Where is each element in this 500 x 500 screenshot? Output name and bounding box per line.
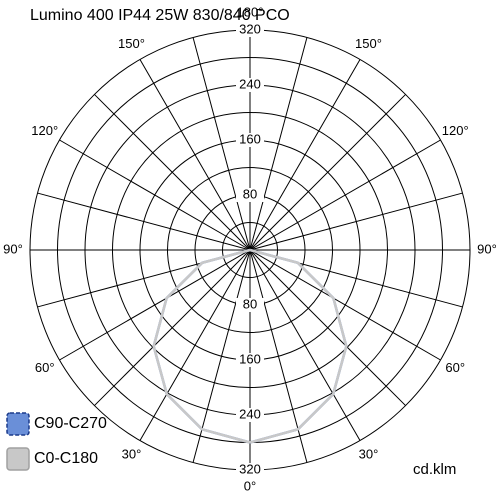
grid-spoke: [249, 192, 463, 251]
grid-spoke: [37, 192, 251, 251]
chart-title: Lumino 400 IP44 25W 830/840 PCO: [30, 7, 290, 24]
angle-tick-label: 90°: [3, 241, 23, 256]
r-tick-label: 320: [239, 21, 261, 36]
tick-label-bg: [236, 463, 264, 477]
r-tick-label: 80: [243, 296, 257, 311]
grid-spoke: [94, 94, 251, 251]
angle-tick-label: 150°: [118, 36, 145, 51]
angle-tick-label: 180°: [237, 4, 264, 19]
grid-spoke: [139, 59, 251, 251]
grid-spoke: [249, 249, 308, 463]
grid-spoke: [249, 94, 406, 251]
angle-tick-label: 120°: [31, 123, 58, 138]
curves: [152, 248, 348, 444]
legend: C90-C270 C0-C180: [6, 412, 107, 471]
unit-label: cd.klm: [413, 461, 456, 478]
angle-tick-label: 60°: [35, 360, 55, 375]
grid-spoke: [139, 249, 251, 441]
grid-spoke: [249, 249, 406, 406]
grid-spoke: [249, 37, 308, 251]
tick-label-bg: [236, 133, 264, 147]
legend-label: C0-C180: [34, 450, 98, 467]
series-curve: [249, 248, 348, 444]
legend-label: C90-C270: [34, 415, 107, 432]
series-curve: [152, 248, 251, 444]
tick-label-bg: [236, 298, 264, 312]
angle-tick-label: 150°: [355, 36, 382, 51]
angle-tick-label: 0°: [244, 478, 256, 493]
r-tick-label: 240: [239, 76, 261, 91]
grid-spoke: [249, 249, 441, 361]
angle-tick-label: 90°: [477, 241, 497, 256]
r-tick-label: 80: [243, 186, 257, 201]
legend-swatch: [6, 447, 30, 471]
tick-label-bg: [236, 408, 264, 422]
grid-spoke: [249, 249, 361, 441]
tick-label-bg: [236, 78, 264, 92]
tick-label-bg: [236, 188, 264, 202]
tick-label-bg: [236, 353, 264, 367]
angle-tick-label: 30°: [122, 447, 142, 462]
r-tick-label: 320: [239, 461, 261, 476]
grid-spoke: [192, 249, 251, 463]
r-tick-label: 240: [239, 406, 261, 421]
grid-spoke: [94, 249, 251, 406]
grid-spoke: [192, 37, 251, 251]
angle-tick-label: 120°: [442, 123, 469, 138]
angle-tick-label: 30°: [359, 447, 379, 462]
grid-spoke: [249, 59, 361, 251]
r-tick-label: 160: [239, 351, 261, 366]
grid-spoke: [249, 139, 441, 251]
r-tick-label: 160: [239, 131, 261, 146]
labels: 80 80 160 160 240 240 320 320 0° 30° 30° 60° 60° 90° 9…: [3, 4, 497, 493]
grid-spoke: [59, 139, 251, 251]
grid-spoke: [59, 249, 251, 361]
tick-label-bg: [236, 23, 264, 37]
angle-tick-label: 60°: [445, 360, 465, 375]
legend-swatch: [6, 412, 30, 436]
